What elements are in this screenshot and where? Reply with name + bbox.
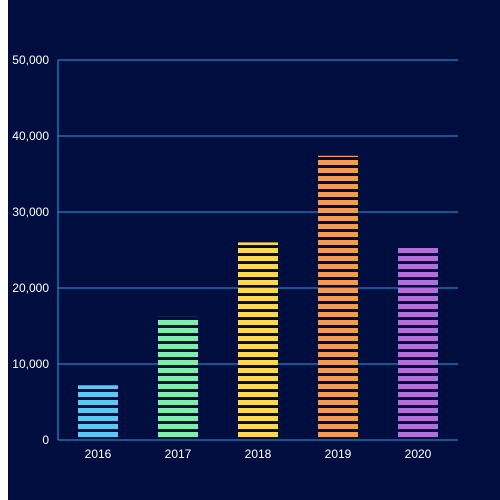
bar-2019[interactable] xyxy=(318,155,358,440)
x-tick-label: 2016 xyxy=(85,447,112,461)
y-tick-label: 0 xyxy=(42,433,49,447)
bar-2016[interactable] xyxy=(78,385,118,440)
bar-2017[interactable] xyxy=(158,316,198,440)
bars xyxy=(78,155,438,440)
y-axis-tick-labels: 0 10,000 20,000 30,000 40,000 50,000 xyxy=(12,53,49,447)
y-tick-label: 30,000 xyxy=(12,205,49,219)
y-tick-label: 20,000 xyxy=(12,281,49,295)
y-tick-label: 10,000 xyxy=(12,357,49,371)
bar-2020[interactable] xyxy=(398,246,438,440)
x-axis-tick-labels: 2016 2017 2018 2019 2020 xyxy=(85,447,432,461)
x-tick-label: 2020 xyxy=(405,447,432,461)
x-tick-label: 2018 xyxy=(245,447,272,461)
x-tick-label: 2019 xyxy=(325,447,352,461)
x-tick-label: 2017 xyxy=(165,447,192,461)
y-tick-label: 40,000 xyxy=(12,129,49,143)
y-tick-label: 50,000 xyxy=(12,53,49,67)
bar-2018[interactable] xyxy=(238,242,278,440)
